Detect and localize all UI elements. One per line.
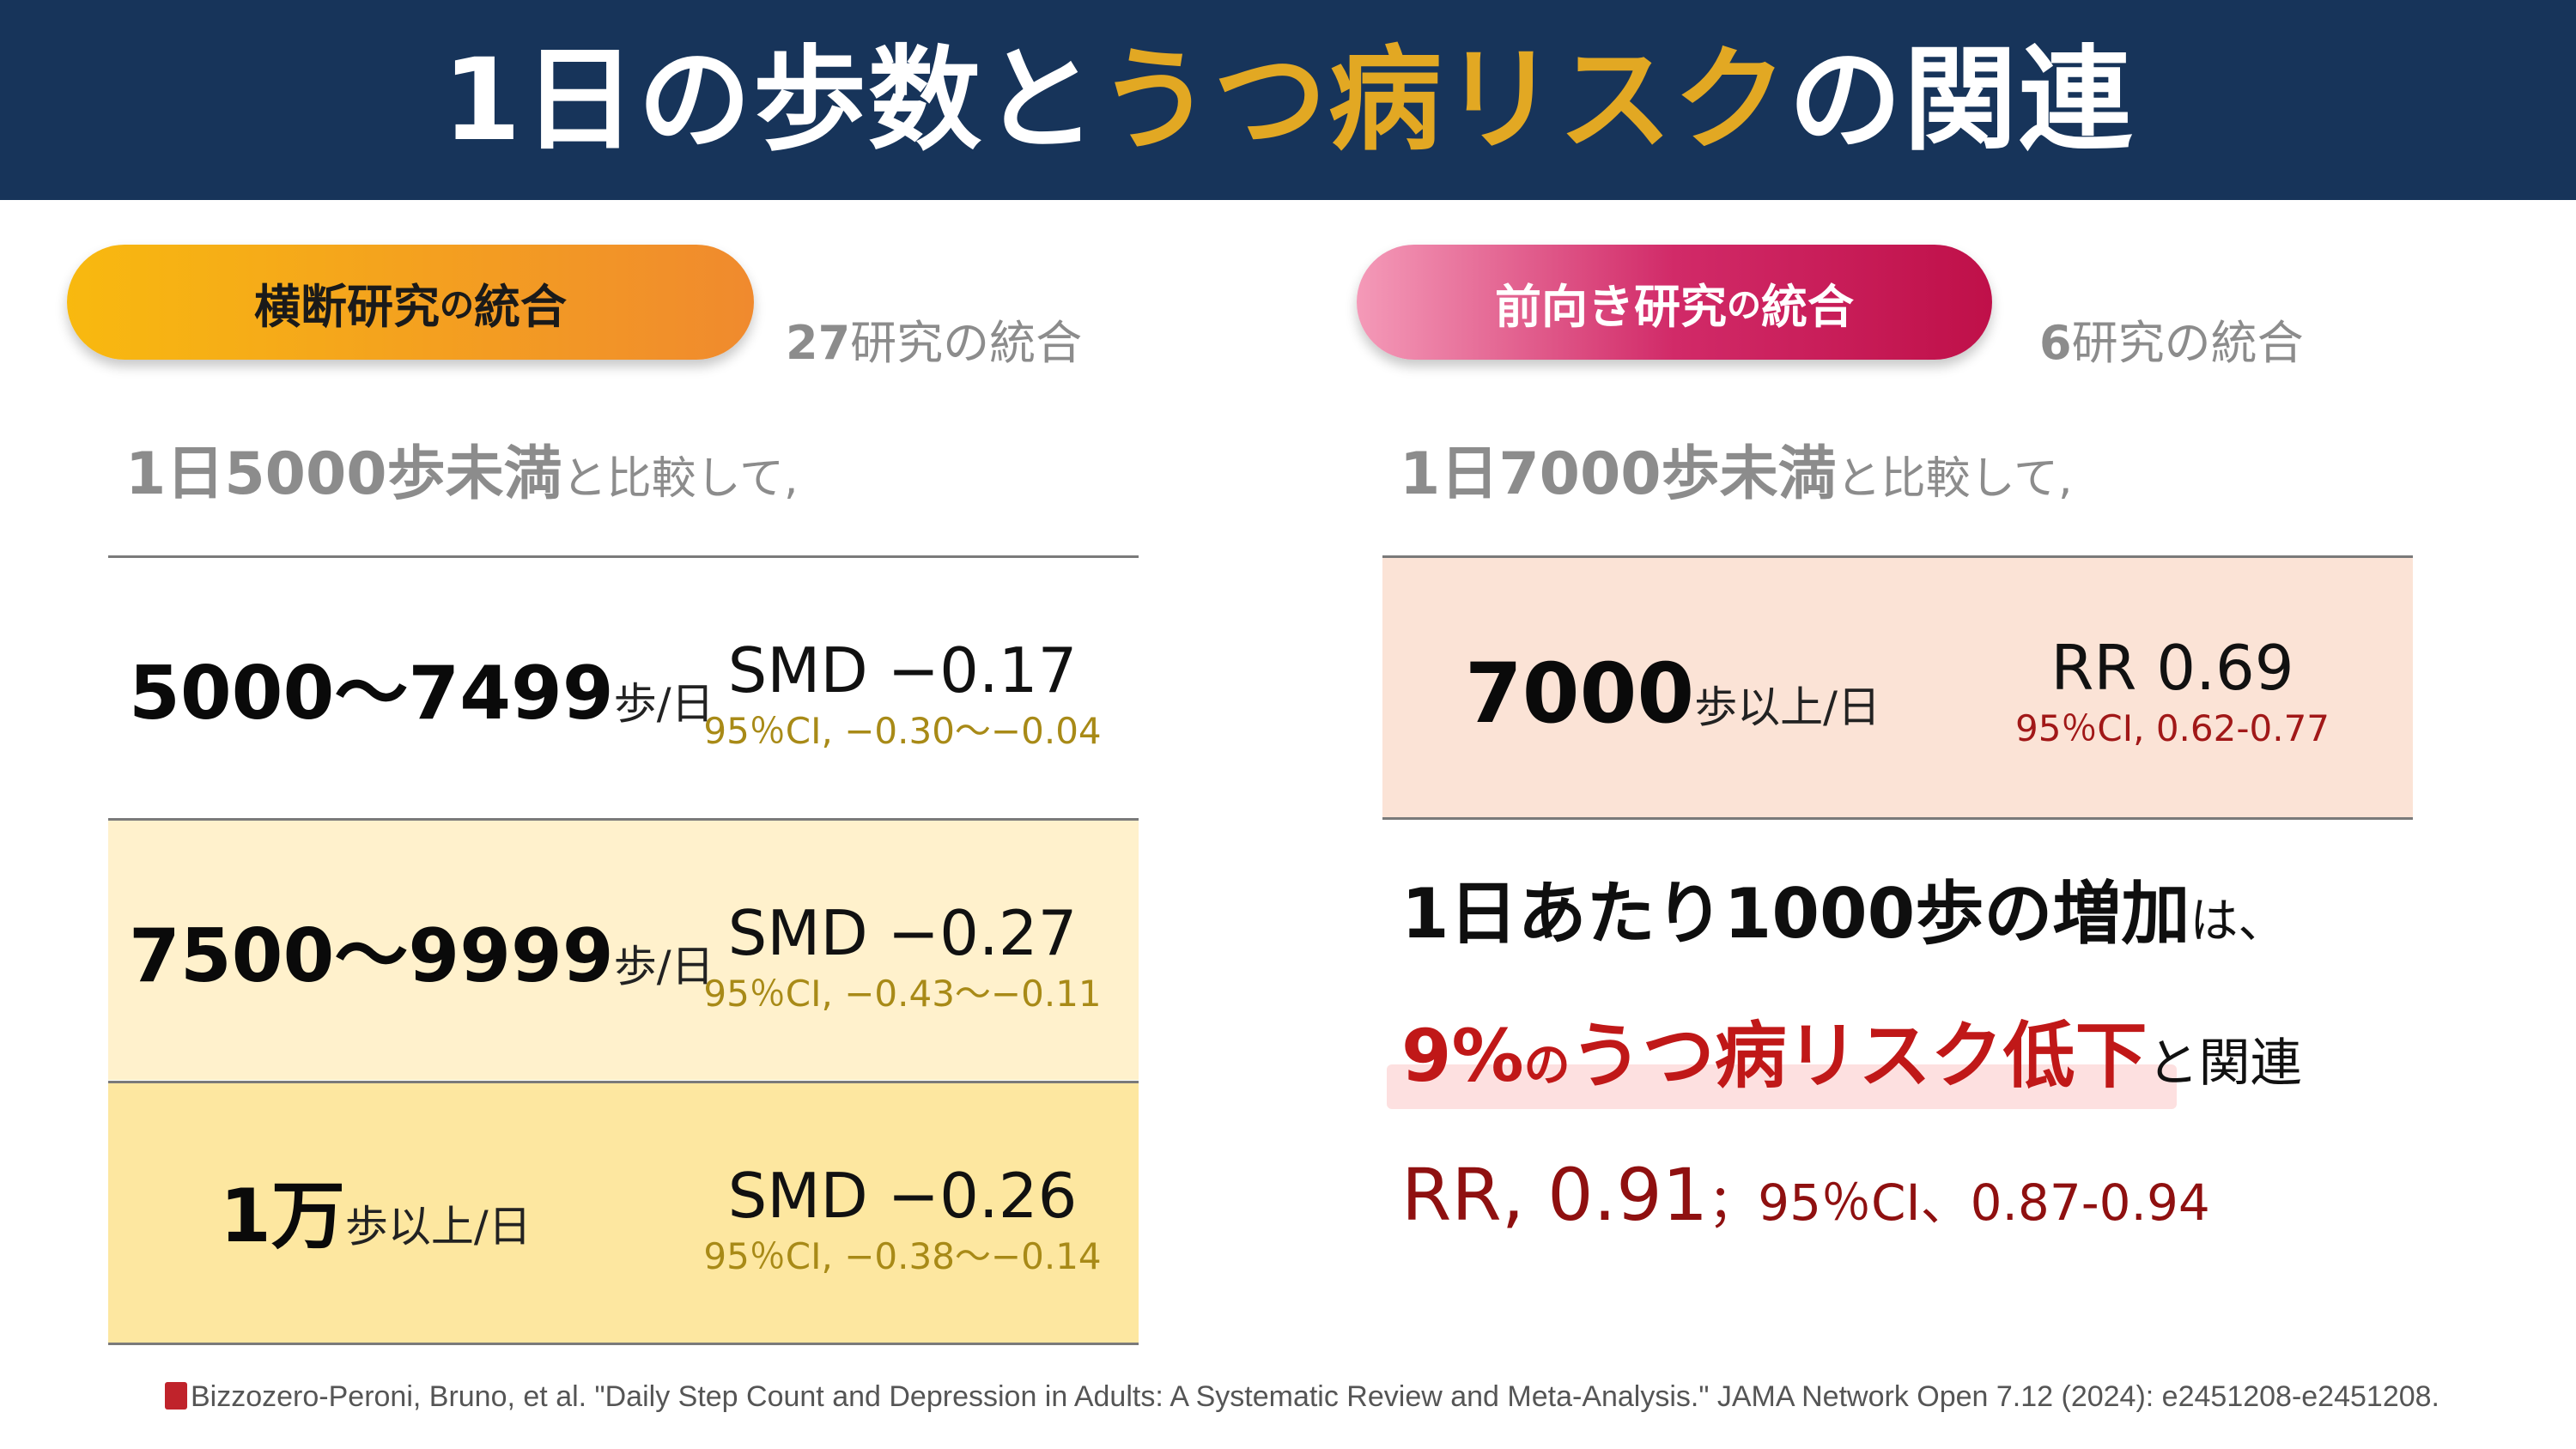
title-highlight: うつ病リスク <box>1097 33 1789 167</box>
citation-text: Bizzozero-Peroni, Bruno, et al. "Daily S… <box>191 1380 2439 1413</box>
left-count-number: 27 <box>786 316 851 370</box>
right-comparison-strong: 1日7000歩未満 <box>1400 440 1837 508</box>
pill-label-main: 前向き研究 <box>1495 279 1727 334</box>
step-range-number: 1万 <box>220 1173 345 1259</box>
right-count-number: 6 <box>2039 316 2072 370</box>
prospective-pill: 前向き研究の統合 <box>1357 245 1992 360</box>
step-threshold-number: 7000 <box>1465 646 1695 742</box>
left-count-text: 研究の統合 <box>850 316 1083 370</box>
left-study-count: 27研究の統合 <box>786 305 1082 373</box>
page-title: 1日の歩数とうつ病リスクの関連 <box>442 44 2134 157</box>
effect-stat: SMD −0.27 95％CI, −0.43〜−0.11 <box>701 902 1104 1012</box>
step-range-unit: 歩/日 <box>613 942 714 991</box>
confidence-interval: 95％CI, −0.43〜−0.11 <box>703 973 1102 1015</box>
rr-summary-ci: ；95％CI、0.87-0.94 <box>1708 1173 2210 1232</box>
confidence-interval: 95％CI, −0.30〜−0.04 <box>703 710 1102 752</box>
step-range-number: 5000〜7499 <box>129 651 614 737</box>
summary-strong: 1日あたり1000歩の増加 <box>1401 874 2190 954</box>
step-range: 5000〜7499歩/日 <box>129 657 714 731</box>
step-range-unit: 歩/日 <box>613 679 714 729</box>
smd-value: SMD −0.17 <box>727 634 1078 706</box>
right-study-count: 6研究の統合 <box>2039 305 2304 373</box>
left-comparison-strong: 1日5000歩未満 <box>125 440 562 508</box>
pill-label-main: 横断研究 <box>254 279 440 334</box>
pill-label-end: 統合 <box>1761 279 1854 334</box>
left-comparison-weak: と比較して, <box>562 453 799 505</box>
prospective-result-box: 7000歩以上/日 RR 0.69 95％CI, 0.62-0.77 <box>1382 555 2413 820</box>
summary-line-1: 1日あたり1000歩の増加は、 <box>1401 880 2286 949</box>
rr-value: RR 0.69 <box>2050 632 2294 704</box>
left-comparison: 1日5000歩未満と比較して, <box>125 426 799 511</box>
citation: Bizzozero-Peroni, Bruno, et al. "Daily S… <box>165 1380 2439 1414</box>
smd-value: SMD −0.26 <box>727 1160 1078 1232</box>
table-row: 1万歩以上/日 SMD −0.26 95％CI, −0.38〜−0.14 <box>108 1081 1139 1345</box>
risk-percent: 9% <box>1401 1014 1524 1098</box>
title-pre: 1日の歩数と <box>442 33 1098 167</box>
summary-line-3: RR, 0.91；95％CI、0.87-0.94 <box>1401 1159 2210 1231</box>
effect-stat: SMD −0.26 95％CI, −0.38〜−0.14 <box>701 1165 1104 1275</box>
risk-reduction: うつ病リスク低下 <box>1570 1014 2148 1098</box>
pill-label-small: の <box>1727 286 1761 325</box>
step-threshold-unit: 歩以上/日 <box>1694 682 1881 732</box>
right-comparison: 1日7000歩未満と比較して, <box>1400 426 2073 511</box>
effect-stat: RR 0.69 95％CI, 0.62-0.77 <box>1975 637 2370 747</box>
right-comparison-weak: と比較して, <box>1836 453 2073 505</box>
summary-related: と関連 <box>2147 1034 2302 1094</box>
step-threshold: 7000歩以上/日 <box>1465 652 1880 735</box>
table-row: 7500〜9999歩/日 SMD −0.27 95％CI, −0.43〜−0.1… <box>108 818 1139 1080</box>
smd-value: SMD −0.27 <box>727 897 1078 969</box>
step-range: 7500〜9999歩/日 <box>129 919 714 993</box>
title-post: の関連 <box>1788 33 2134 167</box>
pill-label-end: 統合 <box>474 279 567 334</box>
rr-summary: RR, 0.91 <box>1401 1153 1709 1237</box>
right-count-text: 研究の統合 <box>2071 316 2304 370</box>
header-bar: 1日の歩数とうつ病リスクの関連 <box>0 0 2576 200</box>
summary-weak: は、 <box>2190 894 2287 949</box>
effect-stat: SMD −0.17 95％CI, −0.30〜−0.04 <box>701 640 1104 749</box>
step-range: 1万歩以上/日 <box>220 1179 532 1253</box>
highlight-marker <box>1387 1064 2177 1109</box>
confidence-interval: 95％CI, 0.62-0.77 <box>2014 707 2330 749</box>
summary-line-2: 9%のうつ病リスク低下と関連 <box>1401 1020 2302 1092</box>
risk-particle: の <box>1523 1038 1571 1092</box>
table-row: 5000〜7499歩/日 SMD −0.17 95％CI, −0.30〜−0.0… <box>108 555 1139 817</box>
step-range-number: 7500〜9999 <box>129 913 614 999</box>
cross-sectional-pill: 横断研究の統合 <box>67 245 754 360</box>
pill-label-small: の <box>440 286 474 325</box>
confidence-interval: 95％CI, −0.38〜−0.14 <box>703 1235 1102 1277</box>
step-range-unit: 歩以上/日 <box>344 1202 532 1252</box>
book-icon <box>165 1382 187 1410</box>
